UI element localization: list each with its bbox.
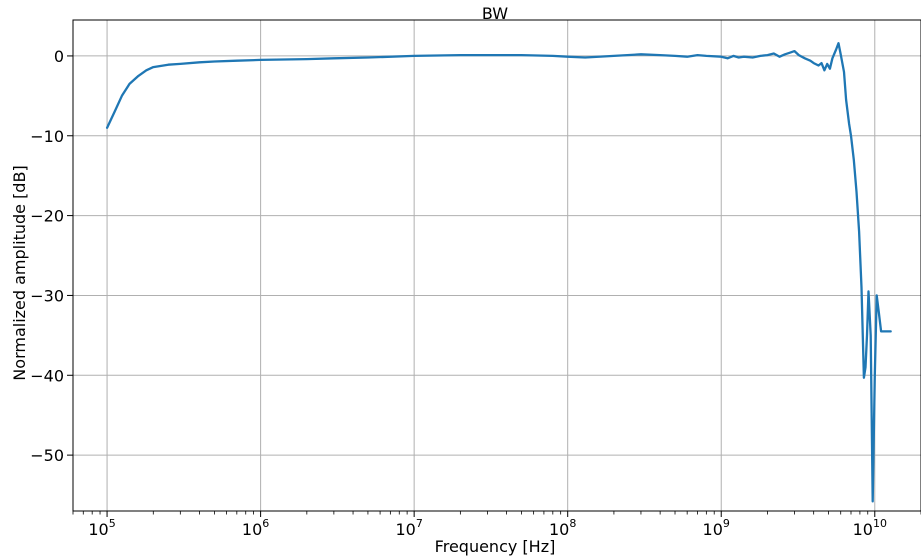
x-tick-label: 107 (395, 517, 422, 539)
y-tick-labels: 0 −10 −20 −30 −40 −50 (30, 47, 64, 465)
major-ticks (67, 55, 876, 517)
x-axis-label: Frequency [Hz] (435, 537, 556, 556)
chart-title: BW (482, 4, 508, 23)
series-layer (105, 42, 892, 503)
x-tick-label: 108 (549, 517, 576, 539)
grid (73, 20, 921, 511)
y-tick-label: −40 (30, 366, 64, 385)
x-tick-label: 106 (242, 517, 269, 539)
x-tick-label: 105 (88, 517, 115, 539)
minor-ticks (72, 511, 921, 515)
y-tick-label: −10 (30, 127, 64, 146)
series-line (105, 42, 892, 503)
plot-frame (72, 19, 921, 512)
x-tick-label: 1010 (853, 517, 887, 539)
y-tick-label: 0 (54, 47, 64, 66)
y-axis-label: Normalized amplitude [dB] (10, 165, 29, 380)
x-tick-labels: 105 106 107 108 109 1010 (88, 517, 887, 539)
y-tick-label: −20 (30, 207, 64, 226)
y-tick-label: −50 (30, 446, 64, 465)
x-tick-label: 109 (703, 517, 730, 539)
y-tick-label: −30 (30, 286, 64, 305)
